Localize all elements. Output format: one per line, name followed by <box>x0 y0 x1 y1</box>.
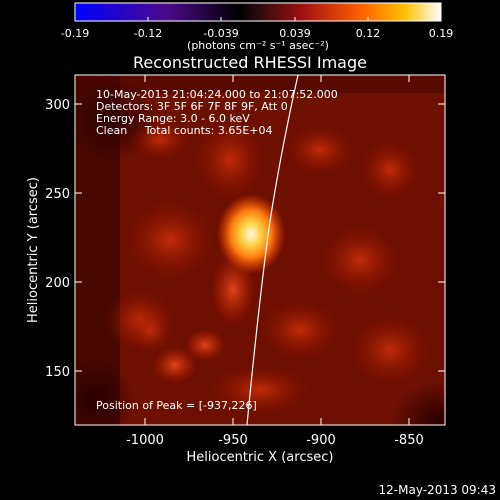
plot-frame <box>74 74 446 426</box>
colorbar <box>74 2 442 22</box>
x-axis-label: Heliocentric X (arcsec) <box>187 450 334 465</box>
colorbar-tick: 0.19 <box>429 27 454 40</box>
x-tick-label: -850 <box>394 433 424 448</box>
colorbar-tick: -0.039 <box>203 27 238 40</box>
peak-source <box>217 194 285 274</box>
energy-range: Energy Range: 3.0 - 6.0 keV <box>96 112 250 125</box>
time-range: 10-May-2013 21:04:24.000 to 21:07:52.000 <box>96 88 338 101</box>
colorbar-tick: -0.12 <box>134 27 162 40</box>
x-tick-label: -950 <box>218 433 248 448</box>
clean-counts: Clean Total counts: 3.65E+04 <box>96 124 273 137</box>
y-tick-label: 300 <box>45 98 70 113</box>
plot-title: Reconstructed RHESSI Image <box>133 53 367 72</box>
colorbar-tick: 0.12 <box>356 27 381 40</box>
y-tick-label: 150 <box>45 365 70 380</box>
colorbar-units: (photons cm⁻² s⁻¹ asec⁻²) <box>187 39 329 52</box>
y-axis-label: Heliocentric Y (arcsec) <box>26 177 41 323</box>
footer-timestamp: 12-May-2013 09:43 <box>379 483 496 497</box>
x-axis-ticks <box>144 75 410 425</box>
x-tick-label: -900 <box>306 433 336 448</box>
colorbar-tick: -0.19 <box>61 27 89 40</box>
solar-limb <box>246 75 299 425</box>
colorbar-ticks <box>74 17 442 21</box>
x-tick-label: -1000 <box>126 433 164 448</box>
peak-position: Position of Peak = [-937,226] <box>96 399 257 412</box>
y-tick-label: 200 <box>45 276 70 291</box>
y-axis-ticks <box>75 103 445 372</box>
colorbar-tick: 0.039 <box>279 27 311 40</box>
detectors: Detectors: 3F 5F 6F 7F 8F 9F, Att 0 <box>96 100 288 113</box>
y-tick-label: 250 <box>45 187 70 202</box>
rhessi-image <box>75 75 445 425</box>
